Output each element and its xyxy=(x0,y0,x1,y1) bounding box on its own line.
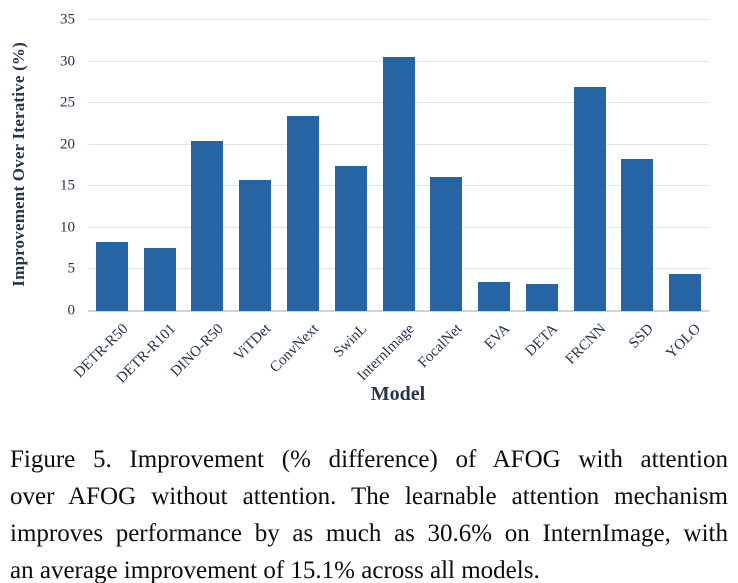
bar-chart: Improvement Over Iterative (%) 0 5 10 15 20 2… xyxy=(6,12,709,405)
x-tick-label-SwinL: SwinL xyxy=(330,321,371,361)
bar-ViTDet xyxy=(239,179,272,311)
y-tick-label-30: 30 xyxy=(60,53,75,70)
x-tick-label-ViTDet: ViTDet xyxy=(231,321,275,365)
x-axis-title: Model xyxy=(370,383,426,405)
bar-FRCNN xyxy=(573,86,606,311)
x-tick-label-SSD: SSD xyxy=(625,321,657,352)
bar-SSD xyxy=(621,158,654,311)
bar-DETR-R50 xyxy=(95,242,128,311)
figure-caption: Figure 5. Improvement (% difference) of … xyxy=(10,441,728,583)
y-axis-title-text: Improvement Over Iterative (%) xyxy=(9,42,28,287)
caption-line-4: an average improvement of 15.1% across a… xyxy=(10,557,540,583)
y-tick-label-15: 15 xyxy=(60,177,75,194)
y-tick-label-0: 0 xyxy=(67,302,76,319)
y-axis-title: Improvement Over Iterative (%) xyxy=(6,18,32,311)
bar-DETR-R101 xyxy=(143,247,176,311)
y-tick-label-20: 20 xyxy=(60,136,75,153)
x-tick-label-YOLO: YOLO xyxy=(663,321,705,362)
x-tick-label-EVA: EVA xyxy=(481,321,514,353)
plot-area: 0 5 10 15 20 25 30 35 DETR-R50 DETR-R101 DINO-R50 V… xyxy=(60,12,709,387)
gridline-35 xyxy=(88,19,709,20)
bar-EVA xyxy=(478,281,511,311)
x-tick-label-FRCNN: FRCNN xyxy=(562,321,609,368)
y-tick-label-5: 5 xyxy=(67,260,76,277)
bar-SwinL xyxy=(334,166,367,311)
bar-DETA xyxy=(525,284,558,311)
x-axis-line xyxy=(88,310,709,312)
bar-DINO-R50 xyxy=(191,141,224,311)
y-tick-label-10: 10 xyxy=(60,219,75,236)
y-tick-label-25: 25 xyxy=(60,94,75,111)
x-tick-label-ConvNext: ConvNext xyxy=(267,321,323,376)
bar-YOLO xyxy=(669,273,702,311)
x-tick-label-FocalNet: FocalNet xyxy=(415,321,466,372)
bar-ConvNext xyxy=(286,116,319,311)
caption-line-3: improves performance by as much as 30.6%… xyxy=(10,520,728,547)
y-tick-label-35: 35 xyxy=(60,11,75,28)
caption-line-2: over AFOG without attention. The learnab… xyxy=(10,483,728,510)
x-tick-label-DETA: DETA xyxy=(522,321,562,360)
bar-FocalNet xyxy=(430,177,463,311)
caption-line-1: Figure 5. Improvement (% difference) of … xyxy=(10,446,728,473)
bar-InternImage xyxy=(382,56,415,311)
